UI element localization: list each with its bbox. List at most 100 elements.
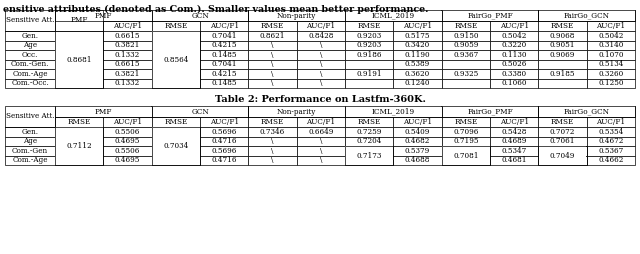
Text: FairGo_PMF: FairGo_PMF (467, 11, 513, 20)
Bar (5, 106, 55, 127)
Bar (248, 106, 345, 117)
Bar (152, 31, 200, 40)
Bar (442, 21, 490, 31)
Text: RMSE: RMSE (261, 118, 284, 126)
Bar (297, 106, 345, 117)
Text: GCN: GCN (191, 11, 209, 20)
Text: 0.7049: 0.7049 (550, 147, 575, 155)
Text: 0.4682: 0.4682 (405, 137, 430, 145)
Text: 0.7061: 0.7061 (550, 137, 575, 145)
Bar (55, 59, 103, 69)
Bar (200, 117, 248, 127)
Bar (538, 10, 587, 21)
Text: \: \ (319, 79, 322, 87)
Bar (297, 21, 345, 31)
Bar (200, 136, 248, 146)
Text: \: \ (271, 156, 274, 164)
Bar (152, 10, 248, 21)
Bar (587, 136, 635, 146)
Text: FairGo_PMF: FairGo_PMF (467, 107, 513, 116)
Text: 0.6649: 0.6649 (308, 128, 333, 136)
Text: 0.5696: 0.5696 (211, 147, 237, 155)
Text: \: \ (319, 147, 322, 155)
Bar (538, 106, 587, 117)
Text: 0.1240: 0.1240 (404, 79, 430, 87)
Bar (345, 10, 442, 21)
Text: PMF: PMF (70, 17, 88, 24)
Bar (345, 40, 394, 50)
Bar (587, 10, 635, 21)
Text: AUC/F1: AUC/F1 (403, 22, 432, 30)
Bar (152, 127, 200, 165)
Text: Com.-Gen: Com.-Gen (12, 147, 48, 155)
Text: 0.9059: 0.9059 (453, 41, 479, 49)
Bar (152, 106, 200, 117)
Bar (200, 21, 248, 31)
Text: 0.5367: 0.5367 (598, 147, 623, 155)
Text: 0.5042: 0.5042 (598, 32, 623, 40)
Bar (345, 136, 394, 146)
Text: Age: Age (23, 137, 37, 145)
Text: RMSE: RMSE (67, 118, 91, 126)
Bar (55, 10, 152, 21)
Text: \: \ (319, 41, 322, 49)
Text: \: \ (271, 79, 274, 87)
Bar (490, 117, 538, 127)
Bar (55, 10, 103, 31)
Bar (490, 21, 538, 31)
Text: RMSE: RMSE (164, 22, 188, 30)
Text: 0.1130: 0.1130 (501, 51, 527, 59)
Text: 0.5134: 0.5134 (598, 60, 623, 68)
Bar (248, 127, 297, 136)
Text: 0.9325: 0.9325 (453, 70, 479, 78)
Text: AUC/F1: AUC/F1 (403, 118, 432, 126)
Text: RMSE: RMSE (358, 22, 381, 30)
Bar (248, 10, 345, 21)
Bar (442, 146, 490, 165)
Bar (539, 106, 635, 117)
Text: 0.1332: 0.1332 (115, 79, 140, 87)
Text: \: \ (319, 156, 322, 164)
Bar (297, 40, 345, 50)
Bar (490, 69, 538, 78)
Bar (538, 40, 587, 50)
Text: 0.7259: 0.7259 (356, 128, 382, 136)
Bar (152, 10, 200, 21)
Text: 0.8564: 0.8564 (163, 56, 189, 64)
Text: 0.5696: 0.5696 (211, 128, 237, 136)
Bar (152, 31, 200, 88)
Bar (442, 59, 490, 69)
Bar (5, 146, 55, 155)
Text: 0.7041: 0.7041 (211, 32, 237, 40)
Bar (297, 50, 345, 59)
Text: 0.3380: 0.3380 (502, 70, 527, 78)
Bar (152, 146, 200, 155)
Bar (103, 40, 152, 50)
Bar (345, 155, 394, 165)
Bar (55, 10, 103, 21)
Bar (248, 106, 345, 117)
Text: 0.3821: 0.3821 (115, 41, 140, 49)
Bar (5, 50, 55, 59)
Text: \: \ (319, 51, 322, 59)
Bar (55, 146, 103, 155)
Text: 0.1332: 0.1332 (115, 51, 140, 59)
Text: Occ.: Occ. (22, 51, 38, 59)
Bar (538, 21, 587, 31)
Bar (152, 40, 200, 50)
Bar (152, 50, 200, 59)
Bar (248, 146, 297, 155)
Text: 0.7173: 0.7173 (356, 151, 382, 160)
Bar (345, 59, 394, 69)
Text: 0.5428: 0.5428 (502, 128, 527, 136)
Bar (297, 69, 345, 78)
Bar (103, 78, 152, 88)
Bar (587, 50, 635, 59)
Bar (200, 146, 248, 155)
Bar (55, 117, 103, 127)
Bar (152, 10, 248, 21)
Bar (490, 146, 538, 155)
Text: 0.1190: 0.1190 (404, 51, 430, 59)
Bar (200, 31, 248, 40)
Bar (442, 78, 490, 88)
